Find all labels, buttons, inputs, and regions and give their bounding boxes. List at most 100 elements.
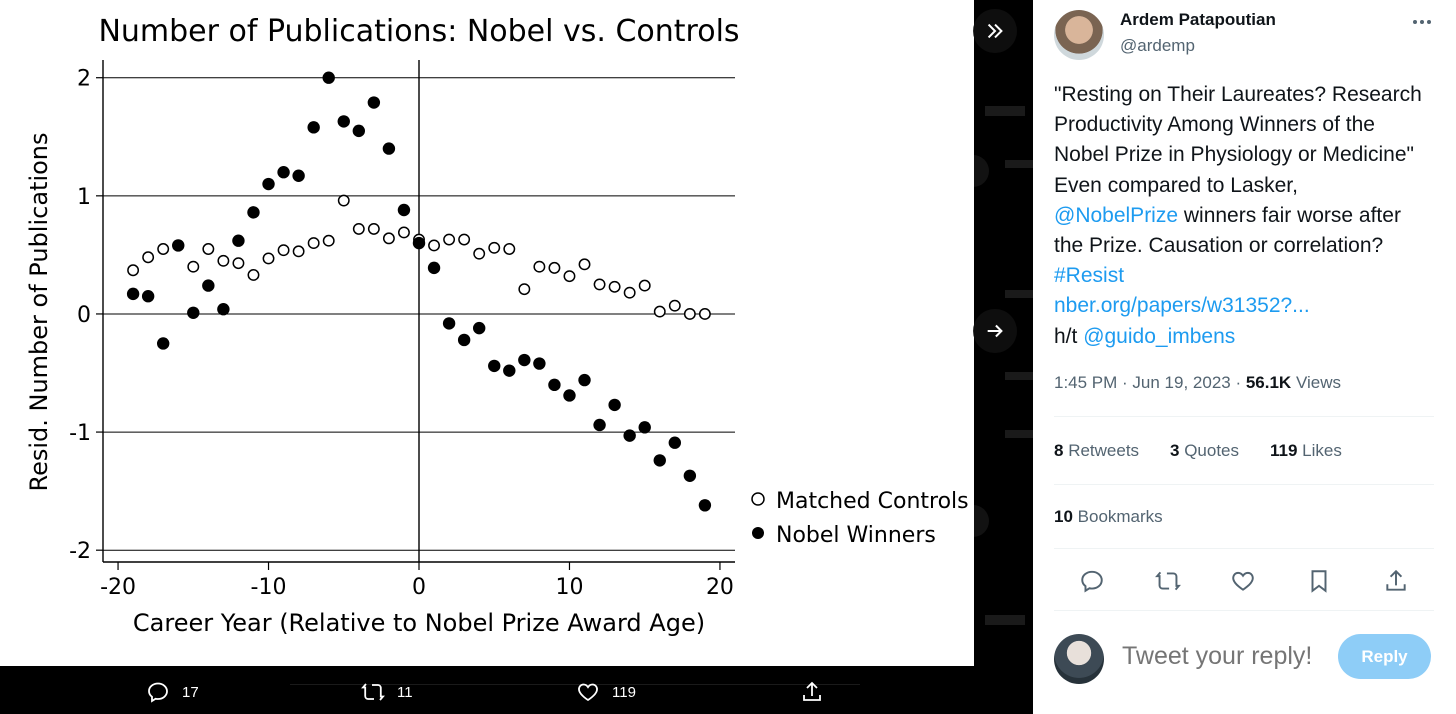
- media-viewer: Number of Publications: Nobel vs. Contro…: [0, 0, 1033, 704]
- tweet-text-line: @NobelPrize winners fair worse after: [1054, 201, 1444, 231]
- legend-marker-controls: [751, 492, 765, 506]
- tweet-detail-panel: Ardem Patapoutian @ardemp "Resting on Th…: [1033, 0, 1456, 714]
- control-point: [458, 233, 471, 246]
- y-axis-label: Resid. Number of Publications: [25, 132, 53, 491]
- share-icon[interactable]: [1383, 568, 1409, 594]
- nobel-point: [472, 321, 486, 335]
- bar-retweet-button[interactable]: 11: [361, 680, 413, 704]
- control-point: [473, 247, 486, 260]
- y-tick-label: 1: [77, 185, 91, 210]
- quotes-count: 3: [1170, 441, 1180, 460]
- control-point: [563, 270, 576, 283]
- retweet-icon: [361, 683, 385, 701]
- bar-share-button[interactable]: [800, 680, 824, 704]
- quotes-label: Quotes: [1179, 441, 1240, 460]
- retweets-label: Retweets: [1063, 441, 1140, 460]
- nobel-point: [457, 333, 471, 347]
- control-point: [608, 280, 621, 293]
- control-point: [443, 233, 456, 246]
- control-point: [217, 254, 230, 267]
- control-point: [307, 237, 320, 250]
- control-point: [623, 286, 636, 299]
- data-points: [126, 71, 712, 512]
- tweet-text-fragment: winners fair worse after: [1178, 203, 1401, 227]
- ghost-text: [1005, 290, 1033, 298]
- reply-button[interactable]: Reply: [1338, 634, 1431, 679]
- y-tick-labels: 2 1 0 -1 -2: [69, 67, 91, 564]
- divider: [1054, 610, 1434, 611]
- control-point: [698, 308, 711, 320]
- control-point: [593, 278, 606, 291]
- ghost-text: [1005, 372, 1033, 380]
- y-tick-label: 0: [77, 303, 91, 328]
- tweet-text-line: Even compared to Lasker,: [1054, 173, 1298, 197]
- nobel-point: [698, 499, 712, 512]
- reply-icon[interactable]: [1079, 568, 1105, 594]
- nobel-point: [202, 279, 215, 292]
- heart-icon[interactable]: [1230, 568, 1256, 594]
- nobel-point: [262, 177, 275, 191]
- tweet-date[interactable]: Jun 19, 2023: [1132, 373, 1231, 392]
- tweet-text-line: the Prize. Causation or correlation?: [1054, 234, 1384, 258]
- nobel-point: [608, 398, 621, 412]
- control-point: [157, 243, 170, 255]
- bookmark-icon[interactable]: [1306, 568, 1332, 594]
- nobel-point: [217, 303, 230, 316]
- hashtag-resist-link[interactable]: #Resist: [1054, 264, 1125, 288]
- control-point: [202, 243, 215, 255]
- control-point: [683, 308, 696, 320]
- author-name[interactable]: Ardem Patapoutian: [1120, 10, 1276, 29]
- bookmarks-stat[interactable]: 10 Bookmarks: [1054, 507, 1163, 527]
- control-point: [578, 258, 591, 271]
- mention-nobelprize-link[interactable]: @NobelPrize: [1054, 203, 1179, 227]
- reply-icon: [148, 682, 168, 703]
- double-chevron-right-icon: [987, 23, 1003, 39]
- more-options-icon[interactable]: [1410, 12, 1434, 32]
- nobel-point: [533, 357, 546, 370]
- quotes-stat[interactable]: 3 Quotes: [1170, 441, 1239, 461]
- share-icon: [803, 681, 821, 701]
- bar-like-button[interactable]: 119: [576, 680, 636, 704]
- mention-guido-link[interactable]: @guido_imbens: [1083, 324, 1236, 348]
- arrow-right-icon: [987, 324, 1003, 338]
- expand-panel-button[interactable]: [973, 9, 1017, 53]
- nobel-point: [488, 359, 501, 373]
- nobel-point: [548, 378, 561, 392]
- x-axis-label: Career Year (Relative to Nobel Prize Awa…: [133, 609, 705, 637]
- reply-input[interactable]: [1122, 642, 1337, 671]
- x-tick-label: 0: [412, 575, 426, 600]
- control-point: [503, 243, 516, 255]
- likes-stat[interactable]: 119 Likes: [1270, 441, 1342, 461]
- nobel-point: [352, 124, 366, 138]
- chart-title: Number of Publications: Nobel vs. Contro…: [98, 14, 739, 49]
- retweets-stat[interactable]: 8 Retweets: [1054, 441, 1139, 461]
- control-point: [428, 239, 440, 252]
- author-avatar[interactable]: [1054, 10, 1104, 60]
- nobel-point: [126, 287, 140, 301]
- nber-paper-link[interactable]: nber.org/papers/w31352?...: [1054, 294, 1310, 318]
- next-image-button[interactable]: [973, 309, 1017, 353]
- nobel-point: [503, 364, 516, 377]
- control-point: [548, 261, 561, 274]
- ghost-text: [1005, 160, 1033, 168]
- control-point: [653, 305, 666, 318]
- control-point: [247, 269, 260, 281]
- legend-marker-nobel: [752, 527, 764, 539]
- publications-chart: Number of Publications: Nobel vs. Contro…: [25, 14, 969, 637]
- control-point: [518, 283, 531, 296]
- tweet-text-line: h/t @guido_imbens: [1054, 322, 1444, 352]
- control-point: [232, 257, 245, 270]
- tweet-time[interactable]: 1:45 PM: [1054, 373, 1118, 392]
- y-tick-label: 2: [77, 67, 91, 92]
- control-point: [127, 264, 140, 277]
- retweets-count: 8: [1054, 441, 1064, 460]
- nobel-point: [307, 121, 320, 134]
- nobel-point: [337, 115, 350, 128]
- current-user-avatar: [1054, 634, 1104, 684]
- nobel-point: [277, 166, 290, 179]
- nobel-point: [653, 454, 666, 467]
- legend-label-nobel: Nobel Winners: [776, 523, 936, 548]
- author-handle[interactable]: @ardemp: [1120, 36, 1195, 55]
- retweet-icon[interactable]: [1155, 568, 1181, 594]
- bar-reply-button[interactable]: 17: [146, 680, 199, 704]
